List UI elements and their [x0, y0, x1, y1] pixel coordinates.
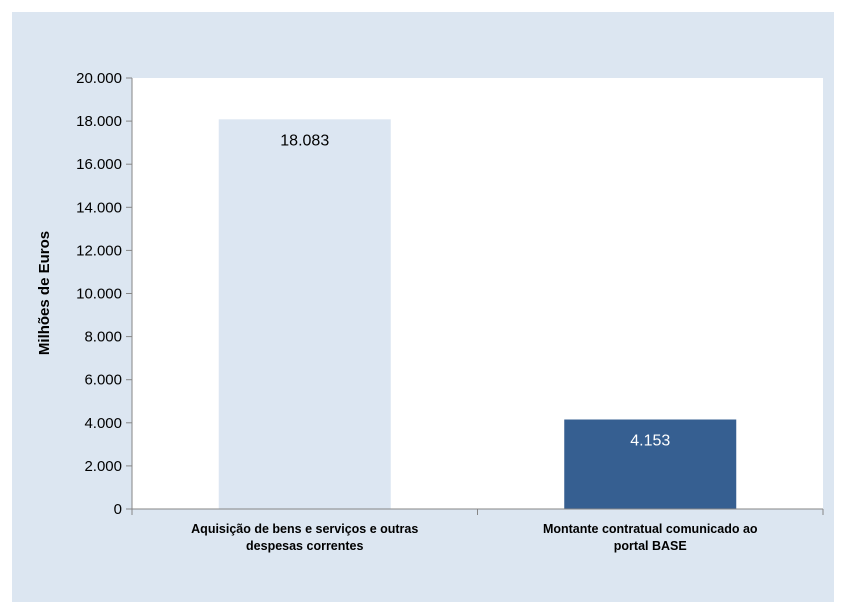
- bars: 18.083 4.153: [218, 119, 737, 510]
- x-category-label: despesas correntes: [246, 539, 363, 553]
- y-tick-label: 10.000: [76, 286, 122, 303]
- y-tick-label: 2.000: [84, 458, 122, 475]
- x-category-label: portal BASE: [614, 539, 687, 553]
- bar-data-label: 18.083: [280, 132, 329, 149]
- bar: [564, 419, 737, 509]
- y-tick-label: 20.000: [76, 70, 122, 87]
- x-category-label: Montante contratual comunicado ao: [543, 522, 758, 536]
- y-tick-label: 16.000: [76, 156, 122, 173]
- x-axis: Aquisição de bens e serviços e outras des…: [131, 508, 824, 553]
- y-tick-label: 4.000: [84, 415, 122, 432]
- bar-chart: 0 2.000 4.000 6.000 8.000 10.000 12.000 14.000 1…: [36, 70, 824, 553]
- y-tick-label: 14.000: [76, 199, 122, 216]
- y-axis: 0 2.000 4.000 6.000 8.000 10.000 12.000 14.000 1…: [76, 70, 133, 518]
- bar-data-label: 4.153: [630, 433, 670, 450]
- y-tick-label: 12.000: [76, 242, 122, 259]
- chart-frame: 0 2.000 4.000 6.000 8.000 10.000 12.000 14.000 1…: [12, 12, 834, 602]
- y-tick-label: 0: [114, 501, 122, 518]
- x-category-label: Aquisição de bens e serviços e outras: [191, 522, 418, 536]
- y-tick-label: 8.000: [84, 329, 122, 346]
- y-tick-label: 18.000: [76, 113, 122, 130]
- bar: [218, 119, 391, 510]
- y-tick-label: 6.000: [84, 372, 122, 389]
- y-axis-label: Milhões de Euros: [36, 231, 53, 355]
